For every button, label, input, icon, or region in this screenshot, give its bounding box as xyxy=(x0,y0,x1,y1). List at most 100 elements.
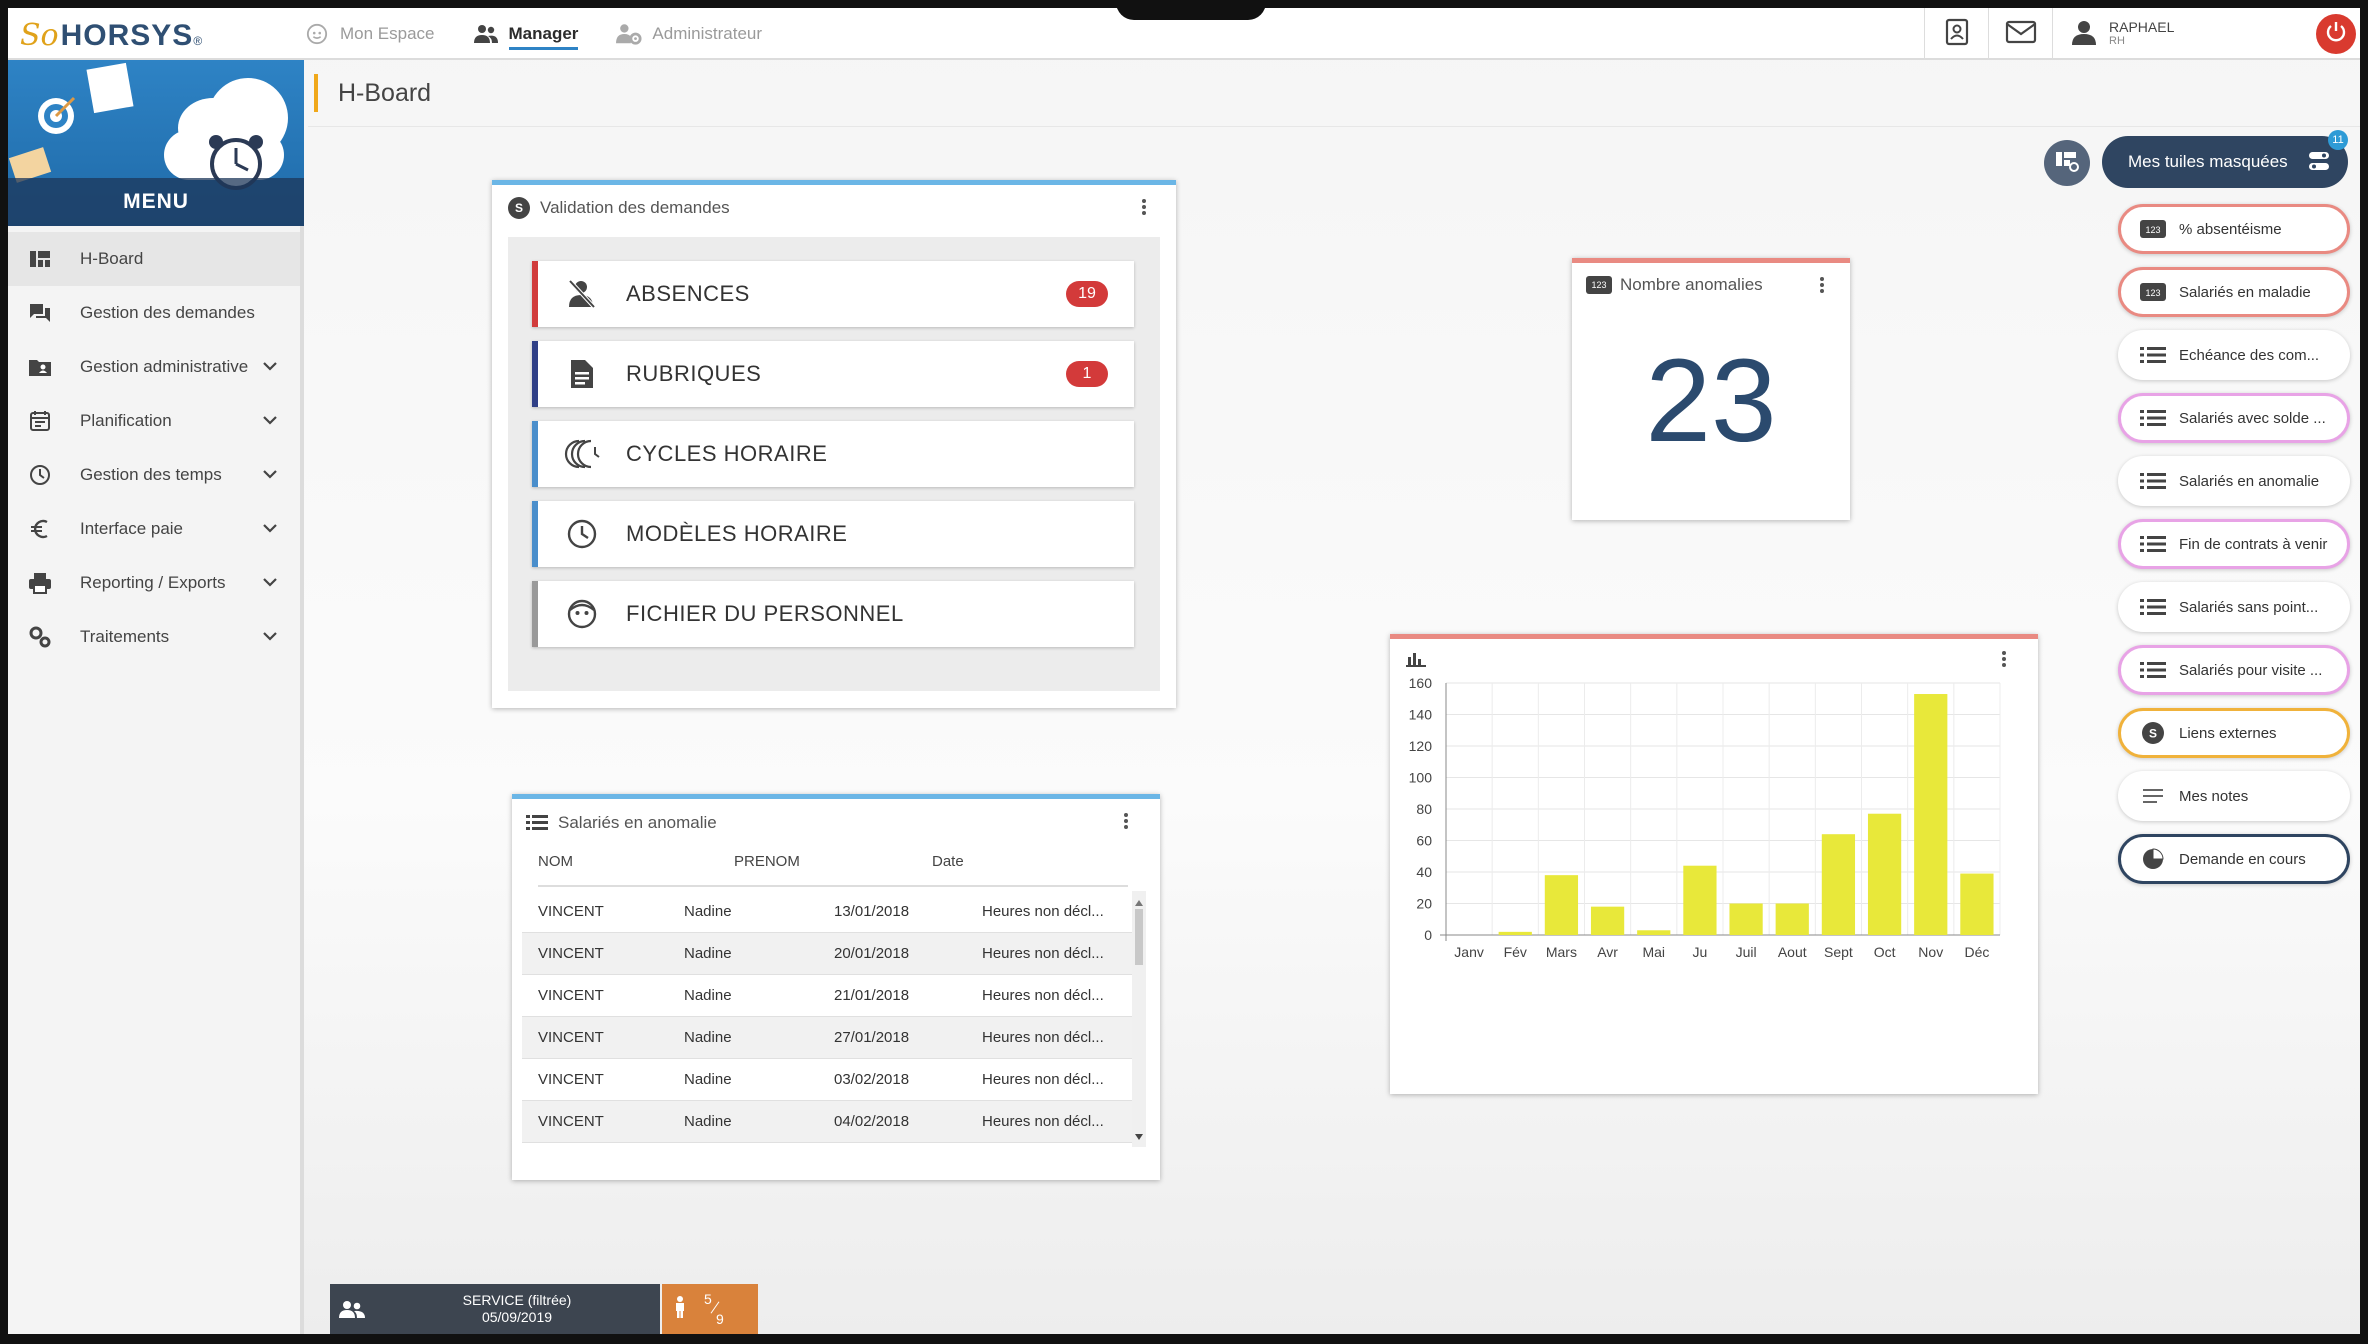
cell-motif: Heures non décl... xyxy=(982,1071,1104,1088)
app-logo[interactable]: So HORSYS ® xyxy=(20,18,203,53)
sidebar-item-gestion-demandes[interactable]: Gestion des demandes xyxy=(8,286,300,340)
x-tick-label: Nov xyxy=(1918,944,1943,960)
hidden-tile[interactable]: S Liens externes xyxy=(2118,708,2350,758)
bar[interactable] xyxy=(1775,903,1809,936)
table-row[interactable]: VINCENT Nadine 04/02/2018 Heures non décl..… xyxy=(522,1101,1132,1143)
contacts-button[interactable] xyxy=(1924,8,1988,60)
column-header-prenom[interactable]: PRENOM xyxy=(734,853,800,870)
sidebar-item-gestion-temps[interactable]: Gestion des temps xyxy=(8,448,300,502)
hidden-tile[interactable]: 123 % absentéisme xyxy=(2118,204,2350,254)
logout-button[interactable] xyxy=(2316,14,2356,54)
y-tick-label: 140 xyxy=(1409,707,1433,723)
employee-count-badge[interactable]: 5 9 xyxy=(662,1284,758,1334)
column-header-nom[interactable]: NOM xyxy=(538,853,573,870)
validation-row-absences[interactable]: ABSENCES 19 xyxy=(532,261,1134,327)
bar[interactable] xyxy=(1914,694,1948,935)
sidebar-item-traitements[interactable]: Traitements xyxy=(8,610,300,664)
page-title: H-Board xyxy=(338,78,432,107)
nav-administrateur[interactable]: Administrateur xyxy=(616,8,762,60)
dashboard-settings-icon xyxy=(2054,149,2080,178)
bar[interactable] xyxy=(1867,813,1902,935)
hidden-tile-label: Demande en cours xyxy=(2179,850,2306,868)
y-tick-label: 120 xyxy=(1409,738,1433,754)
bar[interactable] xyxy=(1960,873,1994,935)
hidden-tile-label: Mes notes xyxy=(2179,787,2249,805)
more-vert-icon[interactable] xyxy=(1820,277,1824,293)
hidden-tile-label: Salariés en anomalie xyxy=(2179,472,2320,490)
scroll-up-icon[interactable] xyxy=(1135,893,1143,911)
hidden-tiles-button[interactable]: Mes tuiles masquées 11 xyxy=(2102,130,2348,188)
hidden-tile-label: Echéance des com... xyxy=(2179,346,2320,364)
toggle-icon xyxy=(2308,150,2330,177)
service-filter-button[interactable]: SERVICE (filtrée) 05/09/2019 xyxy=(330,1284,660,1334)
table-row[interactable]: VINCENT Nadine 03/02/2018 Heures non décl..… xyxy=(522,1059,1132,1101)
hidden-tile[interactable]: Salariés en anomalie xyxy=(2118,456,2350,506)
mail-button[interactable] xyxy=(1988,8,2052,60)
hidden-tile[interactable]: Demande en cours xyxy=(2118,834,2350,884)
cell-date: 27/01/2018 xyxy=(834,1029,910,1046)
validation-row-modeles-horaire[interactable]: MODÈLES HORAIRE xyxy=(532,501,1134,567)
user-icon xyxy=(2071,19,2097,50)
nav-manager[interactable]: Manager xyxy=(473,8,578,60)
hidden-tile[interactable]: Mes notes xyxy=(2118,771,2350,821)
bar[interactable] xyxy=(1821,834,1856,935)
hidden-tile[interactable]: Echéance des com... xyxy=(2118,330,2350,380)
x-tick-label: Sept xyxy=(1824,944,1853,960)
hidden-tile[interactable]: Salariés sans point... xyxy=(2118,582,2350,632)
validation-row-cycles-horaire[interactable]: CYCLES HORAIRE xyxy=(532,421,1134,487)
people-icon xyxy=(473,21,499,47)
bar[interactable] xyxy=(1637,930,1671,935)
page-header: H-Board xyxy=(314,68,431,118)
scroll-down-icon[interactable] xyxy=(1135,1127,1143,1145)
bar[interactable] xyxy=(1683,865,1717,935)
chevron-down-icon xyxy=(262,519,278,539)
validation-card: S Validation des demandes ABSENCES 19 RU… xyxy=(492,180,1176,708)
more-vert-icon[interactable] xyxy=(1124,813,1128,829)
scroll-thumb[interactable] xyxy=(1135,909,1143,965)
table-row[interactable]: VINCENT Nadine 20/01/2018 Heures non décl..… xyxy=(522,933,1132,975)
cell-date: 13/01/2018 xyxy=(834,903,910,920)
alarm-clock-icon xyxy=(204,130,268,199)
bar[interactable] xyxy=(1729,903,1763,936)
hidden-tile[interactable]: Fin de contrats à venir xyxy=(2118,519,2350,569)
list-icon xyxy=(2139,596,2167,618)
cell-prenom: Nadine xyxy=(684,1113,732,1130)
list-icon xyxy=(2139,344,2167,366)
more-vert-icon[interactable] xyxy=(1142,199,1146,215)
hidden-tile[interactable]: Salariés pour visite ... xyxy=(2118,645,2350,695)
cell-prenom: Nadine xyxy=(684,1071,732,1088)
tiles-settings-button[interactable] xyxy=(2044,140,2090,186)
menu-banner[interactable]: MENU xyxy=(8,60,304,226)
hidden-tile[interactable]: Salariés avec solde ... xyxy=(2118,393,2350,443)
bar[interactable] xyxy=(1590,906,1625,935)
table-row[interactable]: VINCENT Nadine 13/01/2018 Heures non décl..… xyxy=(522,891,1132,933)
notes-icon xyxy=(2139,785,2167,807)
user-menu[interactable]: RAPHAEL RH xyxy=(2052,8,2316,60)
table-row[interactable]: VINCENT Nadine 27/01/2018 Heures non décl..… xyxy=(522,1017,1132,1059)
column-header-date[interactable]: Date xyxy=(932,853,964,870)
nav-mon-espace[interactable]: Mon Espace xyxy=(304,8,435,60)
y-tick-label: 80 xyxy=(1416,801,1432,817)
sidebar-item-planification[interactable]: Planification xyxy=(8,394,300,448)
svg-text:123: 123 xyxy=(2145,288,2160,298)
sidebar-item-h-board[interactable]: H-Board xyxy=(8,232,300,286)
validation-row-fichier-personnel[interactable]: FICHIER DU PERSONNEL xyxy=(532,581,1134,647)
cell-date: 20/01/2018 xyxy=(834,945,910,962)
sidebar-item-label: Gestion des temps xyxy=(80,465,222,484)
sidebar-item-reporting-exports[interactable]: Reporting / Exports xyxy=(8,556,300,610)
user-name: RAPHAEL xyxy=(2109,19,2175,35)
sidebar-item-gestion-administrative[interactable]: Gestion administrative xyxy=(8,340,300,394)
cell-prenom: Nadine xyxy=(684,945,732,962)
number-icon: 123 xyxy=(1586,276,1612,294)
bar[interactable] xyxy=(1498,931,1532,935)
table-row[interactable]: VINCENT Nadine 21/01/2018 Heures non décl..… xyxy=(522,975,1132,1017)
more-vert-icon[interactable] xyxy=(2002,651,2006,667)
bar[interactable] xyxy=(1544,875,1579,935)
validation-row-rubriques[interactable]: RUBRIQUES 1 xyxy=(532,341,1134,407)
y-tick-label: 100 xyxy=(1409,770,1433,786)
cell-motif: Heures non décl... xyxy=(982,1113,1104,1130)
y-tick-label: 60 xyxy=(1416,833,1432,849)
sidebar-item-interface-paie[interactable]: Interface paie xyxy=(8,502,300,556)
hidden-tile[interactable]: 123 Salariés en maladie xyxy=(2118,267,2350,317)
table-scrollbar[interactable] xyxy=(1132,891,1146,1147)
